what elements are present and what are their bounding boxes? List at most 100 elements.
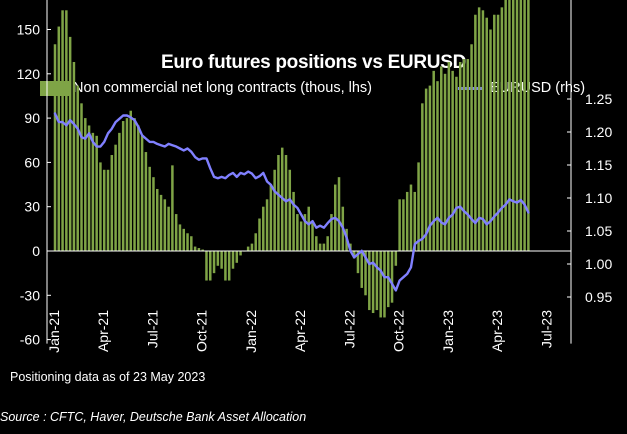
bar	[171, 165, 174, 251]
bar	[106, 169, 110, 251]
x-tick-label: Jul-21	[145, 310, 161, 348]
bar	[421, 103, 424, 251]
bar	[515, 0, 519, 251]
bar	[277, 155, 280, 251]
bar	[133, 118, 136, 251]
bar	[432, 70, 435, 251]
bar	[87, 125, 91, 251]
bar	[205, 251, 208, 281]
bar	[511, 0, 515, 251]
x-tick-label: Jan-22	[243, 310, 259, 353]
bar	[258, 218, 261, 251]
left-tick-label: 150	[17, 22, 41, 38]
bar	[114, 144, 117, 251]
bar	[53, 44, 57, 251]
bar	[76, 85, 79, 251]
bar	[159, 194, 163, 251]
right-tick-label: 1.25	[585, 91, 612, 107]
bar	[137, 125, 140, 251]
bar	[156, 188, 159, 251]
bar	[307, 206, 310, 251]
bar	[65, 10, 68, 251]
bar	[417, 162, 420, 251]
bar	[68, 36, 72, 251]
bar	[337, 177, 341, 251]
bar	[231, 251, 235, 269]
left-tick-label: 120	[17, 66, 41, 82]
bar	[212, 251, 216, 274]
bar	[144, 152, 148, 251]
bar	[262, 206, 265, 251]
bar	[102, 169, 106, 251]
bar	[148, 166, 151, 251]
bar	[383, 251, 386, 318]
x-tick-label: Apr-21	[95, 310, 111, 352]
bar	[455, 76, 458, 251]
bar	[508, 0, 511, 252]
bar	[224, 251, 227, 281]
bar	[265, 199, 269, 251]
bar	[239, 251, 242, 256]
bar	[284, 155, 288, 251]
bar	[458, 61, 462, 251]
left-tick-label: 0	[32, 243, 40, 259]
footnote: Positioning data as of 23 May 2023	[10, 370, 206, 384]
bar	[174, 214, 178, 251]
x-tick-label: Apr-23	[489, 310, 505, 352]
bar	[273, 169, 276, 251]
bar	[61, 10, 64, 251]
bar	[299, 221, 303, 251]
bar	[91, 132, 95, 251]
bar	[193, 246, 197, 251]
bar	[118, 132, 121, 251]
bar	[296, 214, 299, 251]
bar	[371, 251, 375, 314]
bar	[451, 70, 454, 251]
bar	[190, 236, 193, 251]
left-tick-label: 90	[24, 110, 40, 126]
bar	[489, 29, 492, 251]
right-tick-label: 1.10	[585, 190, 612, 206]
bar	[125, 118, 129, 251]
bar	[292, 191, 295, 251]
bar	[152, 177, 155, 251]
bar	[254, 233, 257, 251]
bar	[523, 0, 526, 251]
bar	[269, 184, 273, 251]
bar	[315, 236, 318, 251]
bar	[216, 251, 220, 266]
bar	[447, 61, 451, 251]
bar	[402, 199, 405, 251]
x-tick-label: Jan-21	[46, 310, 62, 353]
bar	[409, 184, 413, 251]
right-tick-label: 1.20	[585, 124, 612, 140]
bar	[129, 110, 132, 251]
bar	[220, 251, 223, 269]
left-tick-label: 30	[24, 199, 40, 215]
x-tick-label: Apr-22	[292, 310, 308, 352]
source-note: Source : CFTC, Haver, Deutsche Bank Asse…	[0, 410, 307, 424]
bar	[246, 246, 250, 251]
bar	[186, 233, 189, 251]
bar-series	[53, 0, 530, 318]
bar	[496, 14, 500, 252]
right-tick-label: 1.05	[585, 223, 612, 239]
bar	[360, 251, 363, 288]
bar	[95, 135, 98, 251]
bar	[436, 81, 439, 252]
bar	[405, 191, 409, 251]
bar	[182, 228, 186, 251]
bar	[440, 66, 443, 251]
bar	[72, 61, 76, 251]
bar	[375, 251, 379, 311]
bar	[527, 0, 530, 252]
line-series	[53, 112, 530, 292]
bar	[330, 214, 333, 251]
bar	[163, 199, 167, 251]
bar	[140, 135, 144, 251]
bar	[443, 73, 447, 251]
left-tick-label: 60	[24, 154, 40, 170]
bar	[493, 14, 496, 252]
bar	[428, 85, 432, 251]
